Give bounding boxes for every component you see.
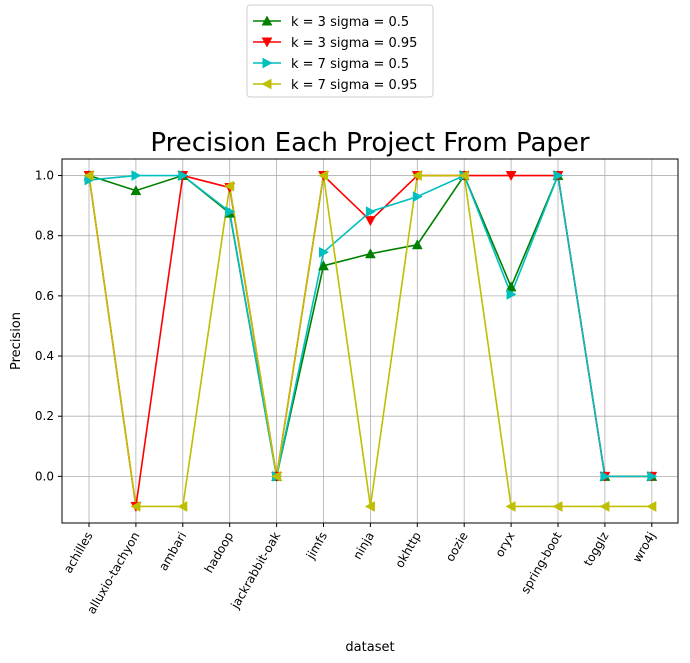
x-tick-label: jackrabbit-oak xyxy=(228,529,284,611)
data-point xyxy=(317,170,328,181)
legend-box xyxy=(246,4,434,98)
y-tick-label: 0.4 xyxy=(35,349,54,363)
x-tick-label: oozie xyxy=(443,530,471,564)
y-tick-label: 0.2 xyxy=(35,409,54,423)
data-point xyxy=(553,170,564,181)
data-point xyxy=(318,260,329,271)
x-axis-label: dataset xyxy=(345,640,394,655)
data-point xyxy=(412,191,423,203)
data-point xyxy=(83,170,94,181)
legend-label: k = 3 sigma = 0.95 xyxy=(291,36,417,51)
legend-marker xyxy=(262,57,273,69)
x-tick-label: hadoop xyxy=(202,530,237,576)
data-point xyxy=(506,288,517,300)
data-point xyxy=(552,501,563,512)
data-point xyxy=(458,170,469,181)
y-axis-ticks: 0.0 0.2 0.4 0.6 0.8 1.0 xyxy=(35,169,62,483)
grid-lines xyxy=(62,159,678,523)
legend-marker xyxy=(261,37,273,48)
y-tick-label: 1.0 xyxy=(35,169,54,183)
y-tick-label: 0.6 xyxy=(35,289,54,303)
x-tick-label: jimfs xyxy=(303,530,330,563)
data-point xyxy=(130,185,142,196)
x-tick-label: oryx xyxy=(492,530,517,560)
legend-label: k = 7 sigma = 0.95 xyxy=(291,78,417,93)
legend-marker xyxy=(261,78,272,90)
series-markers xyxy=(83,170,658,512)
x-tick-label: spring-boot xyxy=(518,529,565,596)
data-point xyxy=(646,501,657,512)
data-point xyxy=(365,206,376,218)
data-point xyxy=(647,470,658,482)
data-point xyxy=(364,248,376,259)
data-point xyxy=(411,239,423,250)
data-point xyxy=(224,180,235,192)
x-tick-label: ninja xyxy=(350,530,377,562)
data-point xyxy=(319,246,330,258)
x-tick-label: ambari xyxy=(156,530,189,574)
x-tick-label: togglz xyxy=(581,530,612,569)
data-point xyxy=(505,281,517,292)
data-point xyxy=(364,501,375,512)
legend-marker xyxy=(261,15,273,26)
data-point xyxy=(271,470,282,482)
data-point xyxy=(600,470,611,482)
data-point xyxy=(225,206,236,218)
y-axis-label: Precision xyxy=(9,312,24,370)
data-point xyxy=(505,171,517,182)
data-point xyxy=(505,501,516,512)
data-point xyxy=(411,170,422,181)
x-tick-label: okhttp xyxy=(392,530,424,571)
data-point xyxy=(177,501,188,512)
data-point xyxy=(130,501,141,512)
x-tick-label: achilles xyxy=(61,530,96,576)
x-tick-label: wro4j xyxy=(630,530,659,565)
legend: k = 3 sigma = 0.5 k = 3 sigma = 0.95 k = 7… xyxy=(246,4,434,98)
x-tick-label: alluxio-tachyon xyxy=(84,530,142,617)
data-point xyxy=(178,170,189,181)
data-point xyxy=(599,501,610,512)
y-tick-label: 0.0 xyxy=(35,469,54,483)
data-point xyxy=(364,216,376,227)
legend-label: k = 7 sigma = 0.5 xyxy=(291,57,409,72)
chart-title: Precision Each Project From Paper xyxy=(150,128,590,158)
data-point xyxy=(131,170,142,181)
y-tick-label: 0.8 xyxy=(35,229,54,243)
legend-label: k = 3 sigma = 0.5 xyxy=(291,15,409,30)
